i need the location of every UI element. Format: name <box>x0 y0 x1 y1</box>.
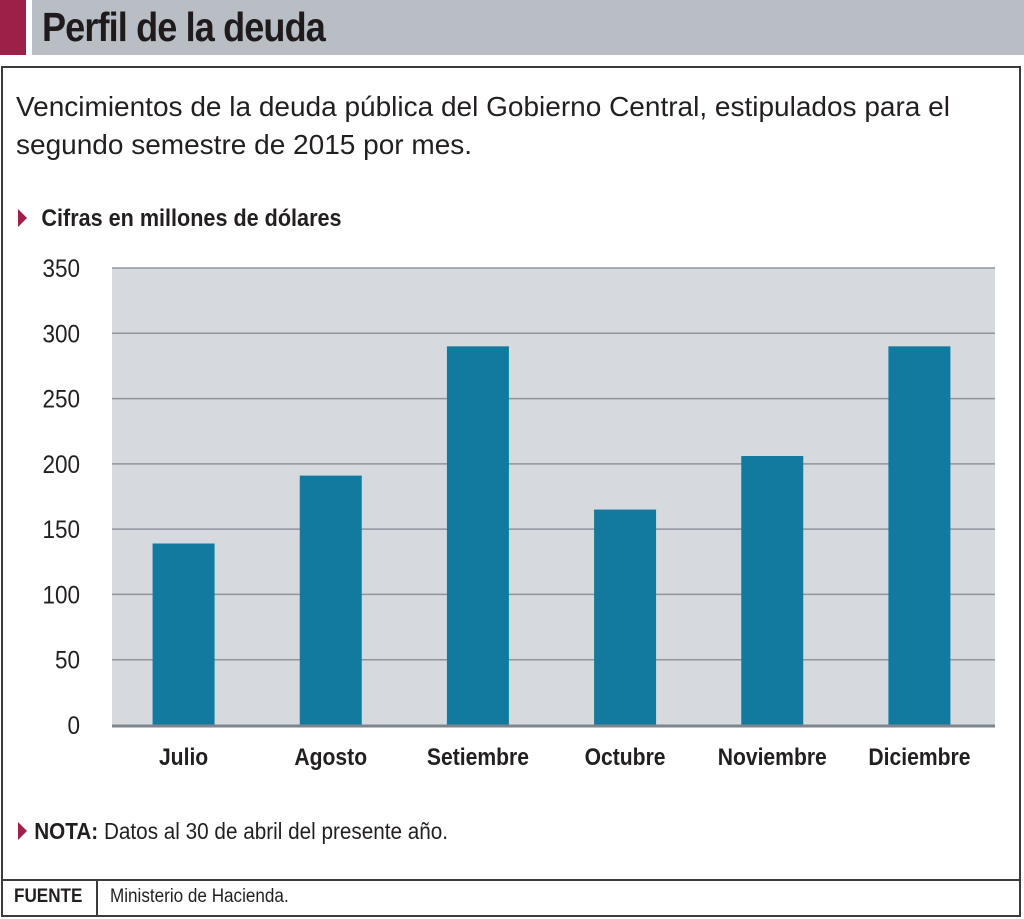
bar-setiembre <box>446 346 509 725</box>
chart-frame <box>1 66 1021 917</box>
bar-octubre <box>594 509 657 725</box>
y-tick-label: 350 <box>42 255 80 283</box>
bar-agosto <box>299 475 362 725</box>
bar-noviembre <box>741 456 804 725</box>
bullet-triangle-icon <box>18 209 27 227</box>
source-label: FUENTE <box>14 886 83 907</box>
y-tick-label: 100 <box>42 581 80 609</box>
chart-subtitle: Vencimientos de la deuda pública del Gob… <box>16 91 950 160</box>
note-label: NOTA: <box>34 818 99 844</box>
page-title: Perfil de la deuda <box>42 4 326 50</box>
x-tick-label: Julio <box>159 744 208 771</box>
y-tick-label: 50 <box>55 647 80 675</box>
bar-julio <box>152 543 215 725</box>
source-divider <box>1 879 1021 881</box>
note-text: Datos al 30 de abril del presente año. <box>103 818 449 844</box>
x-tick-label: Agosto <box>294 744 367 771</box>
header-accent <box>0 0 26 55</box>
y-tick-label: 200 <box>42 451 80 479</box>
x-tick-label: Octubre <box>585 744 666 771</box>
y-tick-label: 150 <box>42 516 80 544</box>
units-label: Cifras en millones de dólares <box>41 205 342 232</box>
plot-background <box>112 268 995 725</box>
bar-chart: 0 50 100 150 200 250 300 350 Julio Agosto Setiembr… <box>42 255 995 771</box>
units-row: Cifras en millones de dólares <box>18 205 342 233</box>
y-tick-label: 300 <box>42 320 80 348</box>
x-tick-label: Diciembre <box>868 744 970 771</box>
note: NOTA: Datos al 30 de abril del presente … <box>18 818 448 845</box>
source-text: Ministerio de Hacienda. <box>110 886 289 907</box>
bullet-triangle-icon <box>18 822 27 840</box>
x-tick-label: Noviembre <box>718 744 827 771</box>
y-tick-label: 0 <box>67 712 80 740</box>
x-tick-label: Setiembre <box>427 744 529 771</box>
header-bar <box>32 0 1024 55</box>
y-tick-label: 250 <box>42 385 80 413</box>
source-separator <box>96 881 98 917</box>
bar-diciembre <box>888 346 951 725</box>
